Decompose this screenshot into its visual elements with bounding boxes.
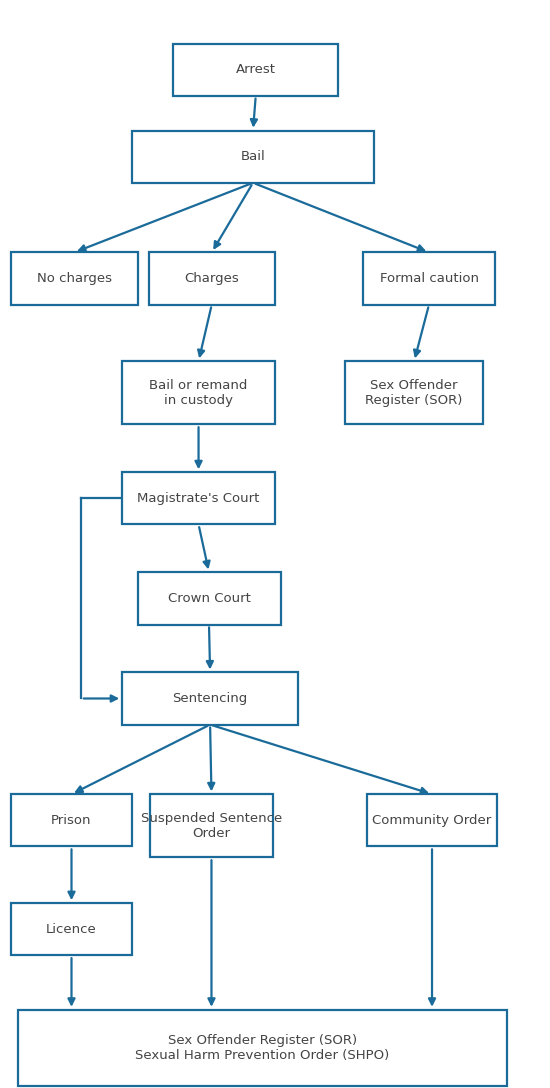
FancyBboxPatch shape: [345, 361, 483, 424]
Text: Charges: Charges: [184, 272, 239, 285]
Text: Formal caution: Formal caution: [379, 272, 478, 285]
Text: Magistrate's Court: Magistrate's Court: [138, 492, 260, 505]
FancyBboxPatch shape: [138, 572, 280, 625]
Text: Bail or remand
in custody: Bail or remand in custody: [150, 379, 248, 407]
Text: Licence: Licence: [46, 923, 97, 936]
Text: Bail: Bail: [240, 150, 265, 163]
FancyBboxPatch shape: [173, 44, 338, 96]
FancyBboxPatch shape: [367, 794, 497, 846]
Text: Sex Offender
Register (SOR): Sex Offender Register (SOR): [365, 379, 463, 407]
FancyBboxPatch shape: [11, 794, 132, 846]
FancyBboxPatch shape: [122, 672, 298, 725]
FancyBboxPatch shape: [11, 252, 138, 305]
Text: Community Order: Community Order: [372, 814, 492, 827]
FancyBboxPatch shape: [363, 252, 495, 305]
Text: Sentencing: Sentencing: [173, 692, 248, 705]
FancyBboxPatch shape: [18, 1010, 507, 1086]
FancyBboxPatch shape: [122, 472, 275, 524]
Text: Crown Court: Crown Court: [168, 592, 250, 605]
FancyBboxPatch shape: [148, 252, 275, 305]
Text: No charges: No charges: [37, 272, 112, 285]
FancyBboxPatch shape: [150, 794, 273, 857]
Text: Suspended Sentence
Order: Suspended Sentence Order: [141, 812, 282, 840]
Text: Arrest: Arrest: [236, 63, 276, 76]
Text: Prison: Prison: [51, 814, 92, 827]
FancyBboxPatch shape: [11, 903, 132, 955]
FancyBboxPatch shape: [122, 361, 275, 424]
FancyBboxPatch shape: [132, 131, 374, 183]
Text: Sex Offender Register (SOR)
Sexual Harm Prevention Order (SHPO): Sex Offender Register (SOR) Sexual Harm …: [135, 1034, 389, 1062]
